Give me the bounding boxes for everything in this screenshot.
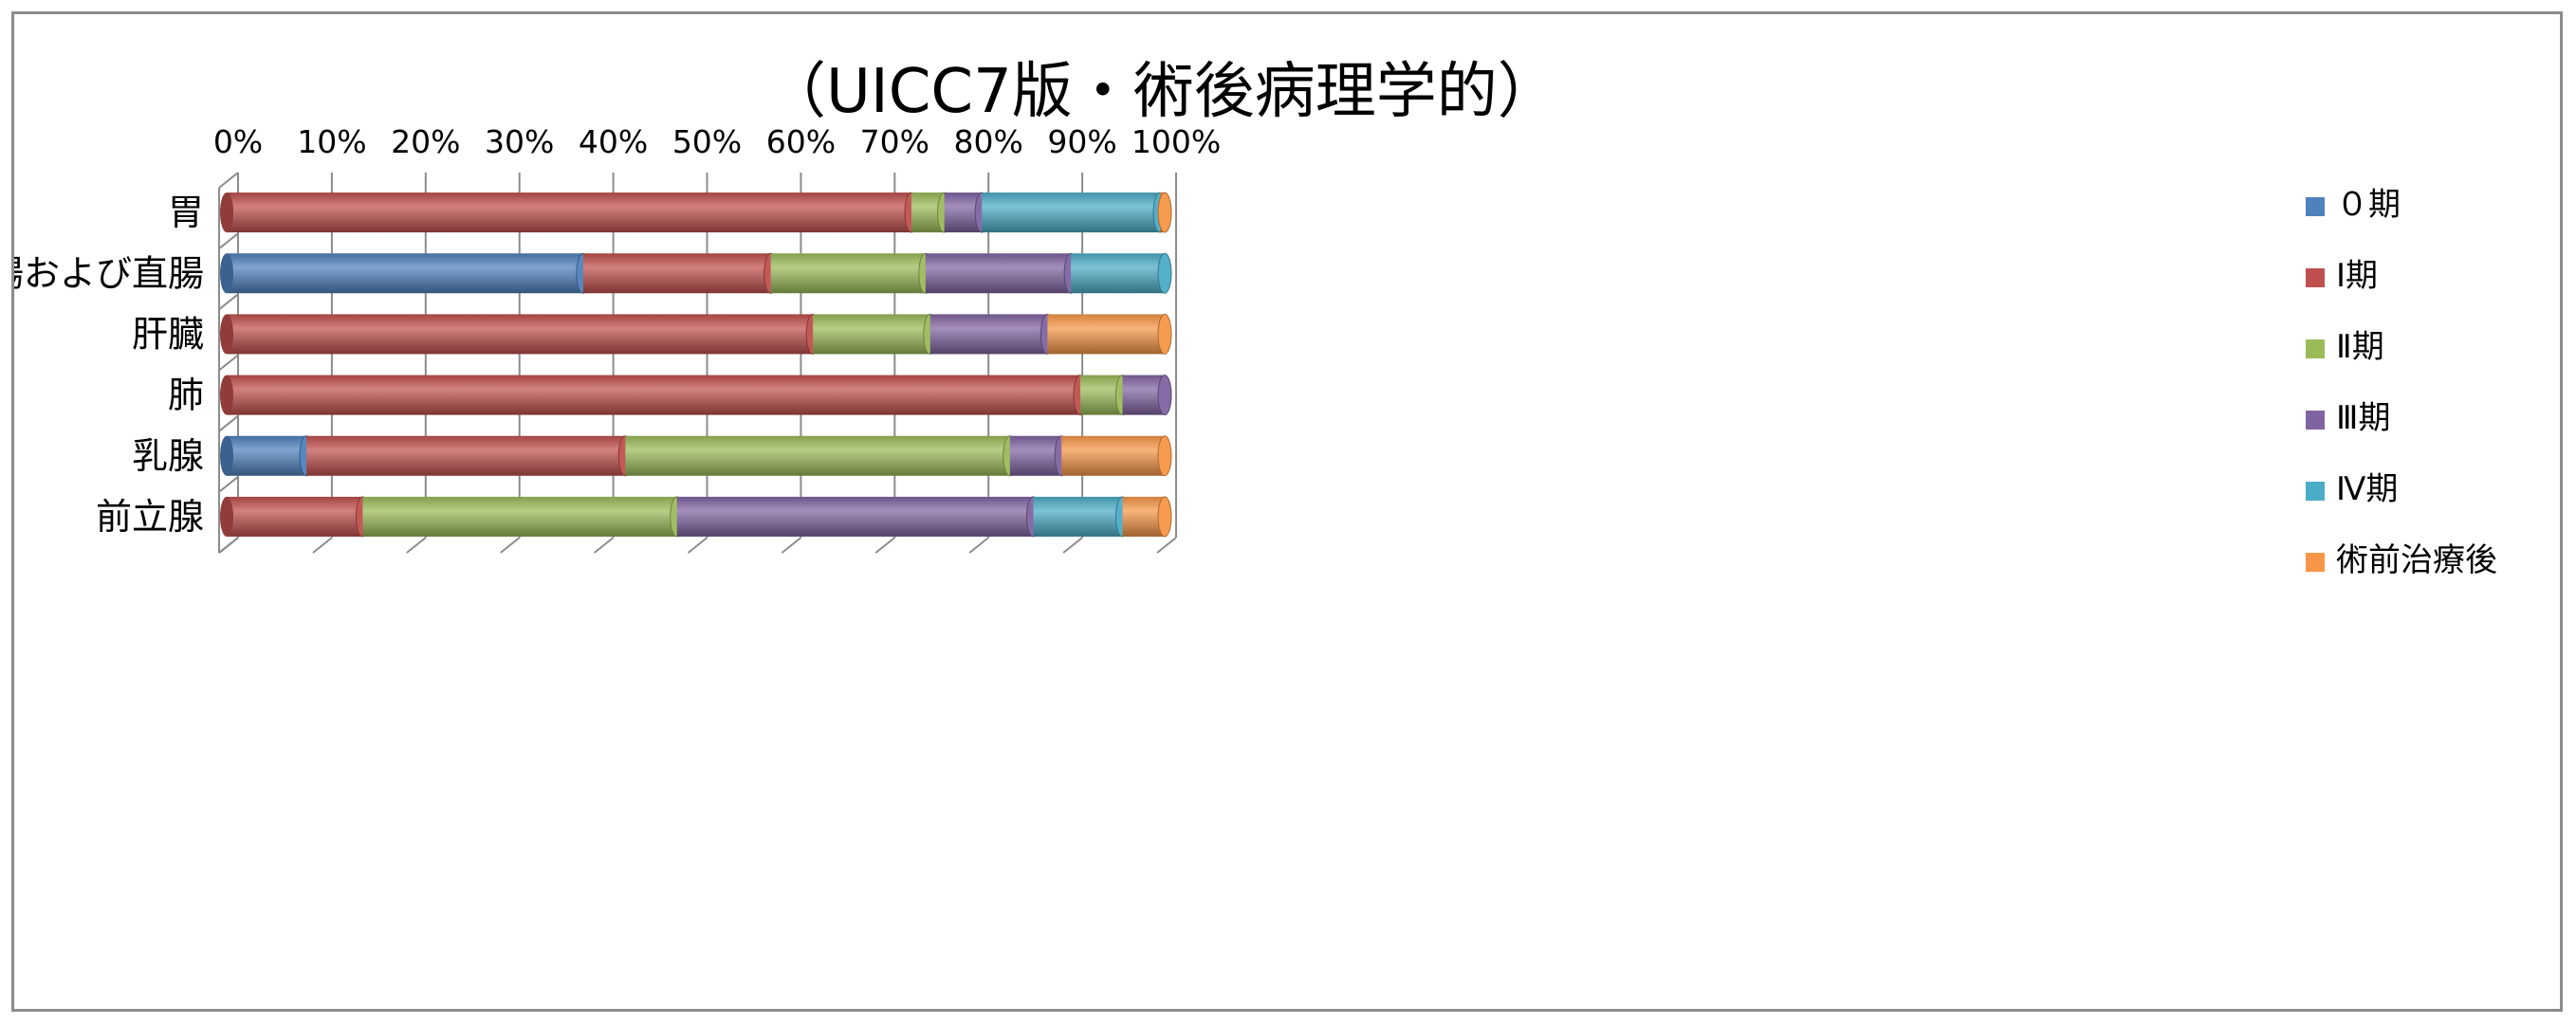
legend-item: ０期 — [2306, 186, 2401, 224]
legend-item: Ⅲ期 — [2306, 399, 2390, 437]
category-label: 肺 — [168, 375, 204, 416]
bar-segment — [1009, 435, 1069, 477]
category-tick — [218, 414, 239, 432]
chart: （UICC7版・術後病理学的） 0% 10% 20% 30% 40% 50% 60% 70% 8… — [14, 57, 2497, 579]
bar-segment — [362, 496, 685, 538]
legend-label: ０期 — [2336, 186, 2401, 224]
x-tick-label: 0% — [213, 123, 263, 160]
bar-segment — [1047, 313, 1172, 355]
bar-start-cap — [220, 375, 233, 415]
legend-label: Ⅳ期 — [2336, 470, 2398, 508]
bar-segment — [1079, 375, 1130, 416]
bar-segment — [1061, 435, 1172, 477]
legend-item: Ⅳ期 — [2306, 470, 2398, 508]
x-tick-label: 40% — [579, 123, 648, 160]
gridline-floor — [1062, 537, 1083, 554]
category-labels: 胃結腸および直腸肝臓肺乳腺前立腺 — [14, 192, 204, 538]
x-tick-label: 30% — [485, 123, 554, 160]
legend-swatch — [2306, 482, 2325, 501]
gridline-floor — [312, 537, 333, 554]
gridline-floor — [968, 537, 989, 554]
gridline-floor — [874, 537, 895, 554]
gridline-floor — [218, 537, 239, 554]
category-label: 肝臓 — [132, 313, 204, 355]
x-tick-label: 70% — [860, 123, 929, 160]
legend-item: Ⅰ期 — [2306, 257, 2378, 295]
bar-start-cap — [220, 192, 233, 233]
x-tick-label: 100% — [1132, 123, 1221, 160]
bar-segment — [227, 496, 370, 538]
legend-label: Ⅰ期 — [2336, 257, 2378, 295]
bar-segment — [306, 435, 633, 477]
category-label: 結腸および直腸 — [14, 252, 204, 294]
bar-segment — [227, 313, 820, 355]
bars — [220, 192, 1172, 538]
bar-segment — [1157, 192, 1172, 233]
bar-segment — [813, 313, 938, 355]
bar-segment — [227, 252, 591, 294]
legend-swatch — [2306, 268, 2325, 287]
legend-label: Ⅲ期 — [2336, 399, 2390, 437]
bar-segment — [625, 435, 1018, 477]
bar-start-cap — [220, 314, 233, 355]
x-tick-label: 20% — [391, 123, 460, 160]
bar-segment — [1122, 375, 1172, 416]
bar-segment — [227, 192, 919, 233]
legend-label: 術前治療後 — [2336, 541, 2497, 579]
bar-segment — [227, 375, 1088, 416]
category-label: 乳腺 — [132, 435, 204, 477]
bar-segment — [676, 496, 1041, 538]
bar-segment — [1033, 496, 1130, 538]
bar-segment — [1071, 252, 1172, 294]
category-tick — [218, 172, 239, 189]
x-tick-label: 80% — [954, 123, 1023, 160]
gridline-floor — [1156, 537, 1177, 554]
gridline-floor — [406, 537, 427, 554]
chart-frame: （UICC7版・術後病理学的） 0% 10% 20% 30% 40% 50% 60% 70% 8… — [11, 11, 2563, 1012]
category-tick — [218, 354, 239, 372]
gridline-floor — [593, 537, 615, 554]
category-tick — [218, 476, 239, 493]
bar-start-cap — [220, 496, 233, 537]
category-label: 胃 — [168, 192, 204, 233]
bar-start-cap — [220, 435, 233, 476]
bar-segment — [227, 435, 314, 477]
gridline-floor — [687, 537, 708, 554]
legend-swatch — [2306, 339, 2325, 358]
legend-swatch — [2306, 411, 2325, 430]
legend-item: 術前治療後 — [2306, 541, 2497, 579]
x-tick-label: 90% — [1047, 123, 1116, 160]
chart-title: （UICC7版・術後病理学的） — [765, 57, 1558, 127]
gridline-floor — [781, 537, 802, 554]
gridlines: 0% 10% 20% 30% 40% 50% 60% 70% 80% 90% 100% — [213, 123, 1221, 554]
bar-segment — [582, 252, 779, 294]
bar-segment — [770, 252, 933, 294]
legend-swatch — [2306, 197, 2325, 216]
category-tick — [218, 293, 239, 311]
bar-segment — [982, 192, 1168, 233]
x-tick-label: 50% — [672, 123, 742, 160]
category-label: 前立腺 — [96, 496, 204, 538]
x-tick-label: 60% — [766, 123, 836, 160]
legend-item: Ⅱ期 — [2306, 328, 2384, 366]
bar-segment — [925, 252, 1078, 294]
bar-segment — [1122, 496, 1172, 538]
bar-start-cap — [220, 253, 233, 294]
category-tick — [218, 232, 239, 249]
x-tick-label: 10% — [297, 123, 366, 160]
bar-segment — [929, 313, 1055, 355]
gridline-floor — [500, 537, 521, 554]
legend-label: Ⅱ期 — [2336, 328, 2384, 366]
legend-swatch — [2306, 553, 2325, 572]
